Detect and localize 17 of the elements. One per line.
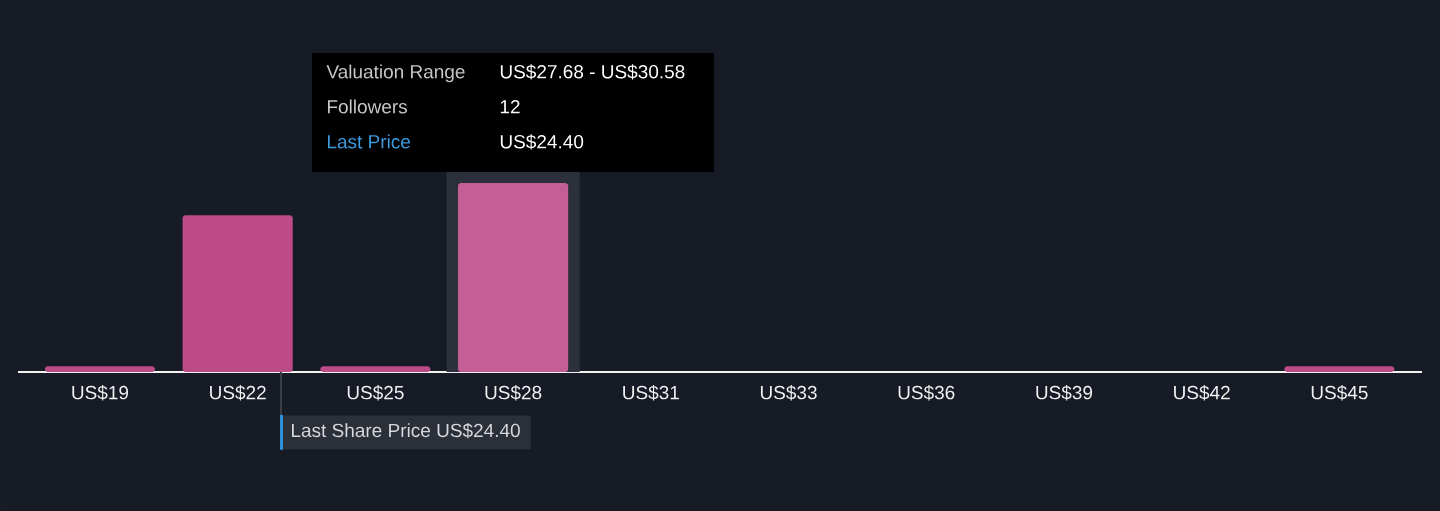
x-tick-label: US$36 xyxy=(898,385,955,401)
text: Last Price xyxy=(327,134,411,149)
x-tick-label: US$31 xyxy=(623,385,679,401)
text: US$24.40 xyxy=(500,134,584,150)
x-tick-label: US$39 xyxy=(1036,385,1093,401)
text: Last Share Price US$24.40 xyxy=(291,422,520,439)
x-tick-label: US$28 xyxy=(485,385,542,401)
text: US$27.68 - US$30.58 xyxy=(500,64,685,80)
x-tick-label: US$45 xyxy=(1311,385,1368,401)
x-tick-label: US$33 xyxy=(760,385,817,401)
text: 12 xyxy=(500,100,520,114)
text: Valuation Range xyxy=(326,64,465,83)
text: Followers xyxy=(327,99,408,114)
x-tick-label: US$25 xyxy=(347,385,404,401)
x-tick-label: US$22 xyxy=(210,385,266,401)
x-tick-label: US$42 xyxy=(1174,385,1230,401)
x-tick-label: US$19 xyxy=(72,385,129,401)
